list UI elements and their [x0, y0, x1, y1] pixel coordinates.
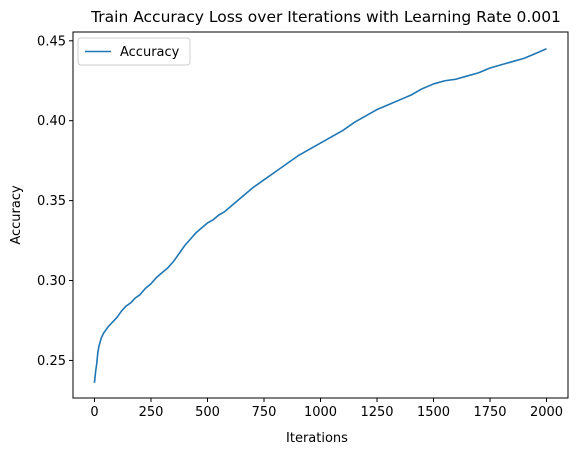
x-tick-label: 1250	[360, 405, 393, 420]
x-tick-label: 1500	[417, 405, 450, 420]
chart-title: Train Accuracy Loss over Iterations with…	[90, 8, 561, 26]
y-tick-label: 0.45	[37, 34, 66, 49]
x-tick-label: 2000	[530, 405, 563, 420]
y-axis-title: Accuracy	[9, 185, 24, 245]
plot-frame	[72, 31, 569, 399]
axis-ticks: 0 250 500 750 1000 1250 1500 1750 2000 0.25 0.30 0.…	[37, 34, 563, 420]
y-tick-label: 0.25	[37, 354, 66, 369]
x-axis-title: Iterations	[286, 431, 348, 446]
x-tick-label: 250	[139, 405, 164, 420]
x-tick-label: 500	[195, 405, 220, 420]
series-line-accuracy	[93, 48, 547, 383]
legend-frame	[77, 37, 191, 66]
legend: Accuracy	[77, 37, 191, 66]
x-tick-label: 1000	[304, 405, 337, 420]
y-tick-label: 0.40	[37, 114, 66, 129]
x-tick-label: 750	[252, 405, 277, 420]
x-tick-label: 0	[90, 405, 98, 420]
x-tick-label: 1750	[473, 405, 506, 420]
series-layer	[93, 48, 547, 383]
legend-label-accuracy: Accuracy	[120, 45, 180, 60]
y-tick-label: 0.30	[37, 274, 66, 289]
y-tick-label: 0.35	[37, 194, 66, 209]
plot-area	[73, 32, 568, 398]
